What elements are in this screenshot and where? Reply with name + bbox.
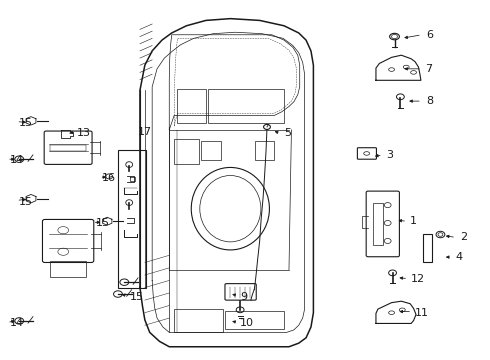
Text: 11: 11 — [415, 308, 429, 318]
Text: 15: 15 — [130, 292, 144, 302]
Bar — [225, 311, 284, 329]
Text: 2: 2 — [460, 232, 467, 242]
Bar — [423, 234, 432, 262]
Bar — [118, 150, 147, 288]
Bar — [201, 140, 220, 160]
Text: 15: 15 — [96, 218, 110, 228]
Bar — [50, 145, 86, 150]
Text: 13: 13 — [76, 129, 91, 138]
Text: 14: 14 — [9, 319, 24, 328]
Bar — [174, 139, 198, 164]
Text: 7: 7 — [425, 64, 432, 74]
Ellipse shape — [264, 125, 270, 130]
Bar — [50, 261, 86, 277]
Text: 1: 1 — [410, 216, 417, 226]
Text: 4: 4 — [455, 252, 462, 262]
Text: 5: 5 — [284, 129, 291, 138]
Text: 3: 3 — [386, 150, 392, 160]
Bar — [373, 203, 383, 244]
Text: 9: 9 — [240, 292, 247, 302]
Bar — [176, 89, 206, 123]
Text: 15: 15 — [19, 118, 33, 128]
Bar — [208, 89, 284, 123]
Text: 17: 17 — [138, 127, 151, 136]
Text: 14: 14 — [9, 155, 24, 165]
Text: 15: 15 — [19, 197, 33, 207]
Bar — [255, 140, 274, 160]
Text: 10: 10 — [240, 319, 254, 328]
Text: 12: 12 — [411, 274, 425, 284]
Text: 16: 16 — [102, 173, 116, 183]
Bar — [174, 309, 223, 332]
Text: 8: 8 — [426, 96, 433, 106]
Text: 6: 6 — [426, 30, 433, 40]
